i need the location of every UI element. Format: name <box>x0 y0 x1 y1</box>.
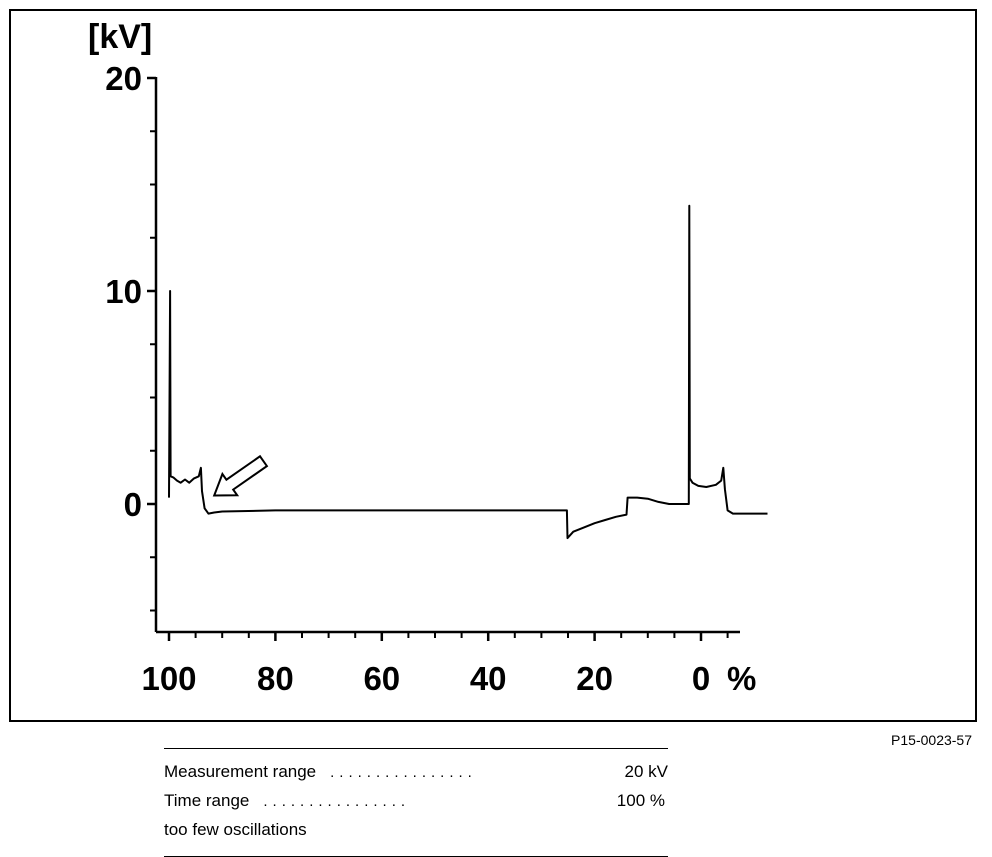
x-tick-label: 100 <box>141 660 196 697</box>
y-axis-unit-label: [kV] <box>88 18 152 56</box>
x-axis-unit-label: % <box>727 660 756 697</box>
x-tick-label: 40 <box>470 660 507 697</box>
leader-dots: ................ <box>263 793 411 810</box>
x-tick-label: 20 <box>576 660 613 697</box>
y-tick-label: 20 <box>105 60 142 97</box>
annotation-arrow <box>212 454 269 497</box>
legend-value: 20 kV <box>624 762 668 781</box>
x-tick-label: 0 <box>692 660 710 697</box>
legend-row: Measurement range ................ 20 kV <box>164 757 668 786</box>
legend-label: Measurement range <box>164 762 317 781</box>
leader-dots: ................ <box>330 764 477 781</box>
series-line <box>168 204 768 540</box>
legend-table: Measurement range ................ 20 kV… <box>164 748 668 857</box>
legend-value: 100 % <box>616 791 665 810</box>
x-tick-label: 80 <box>257 660 294 697</box>
legend-row: Time range ................ 100 % <box>164 786 668 815</box>
y-tick-label: 10 <box>105 273 142 310</box>
y-axis-ticks <box>147 76 156 612</box>
x-axis-tick-labels: 100 80 60 40 20 0 <box>141 660 710 697</box>
legend-label: too few oscillations <box>164 820 307 839</box>
y-tick-label: 0 <box>124 486 142 523</box>
legend-label: Time range <box>164 791 250 810</box>
chart-frame <box>9 9 977 722</box>
figure-code: P15-0023-57 <box>891 732 972 748</box>
series-group <box>168 204 768 540</box>
legend-row: too few oscillations <box>164 815 668 844</box>
x-tick-label: 60 <box>363 660 400 697</box>
y-axis-tick-labels: 20 10 0 <box>105 60 142 523</box>
x-axis-ticks <box>167 632 729 641</box>
